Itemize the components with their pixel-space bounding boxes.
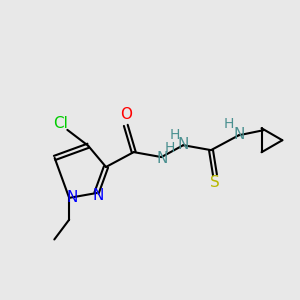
Text: N: N [157, 151, 168, 166]
Text: N: N [67, 190, 78, 206]
Text: S: S [210, 175, 220, 190]
Text: Cl: Cl [53, 116, 68, 131]
Text: H: H [169, 128, 179, 142]
Text: N: N [178, 137, 189, 152]
Text: N: N [233, 127, 244, 142]
Text: H: H [164, 141, 175, 155]
Text: H: H [224, 117, 234, 131]
Text: N: N [93, 188, 104, 202]
Text: O: O [120, 107, 132, 122]
